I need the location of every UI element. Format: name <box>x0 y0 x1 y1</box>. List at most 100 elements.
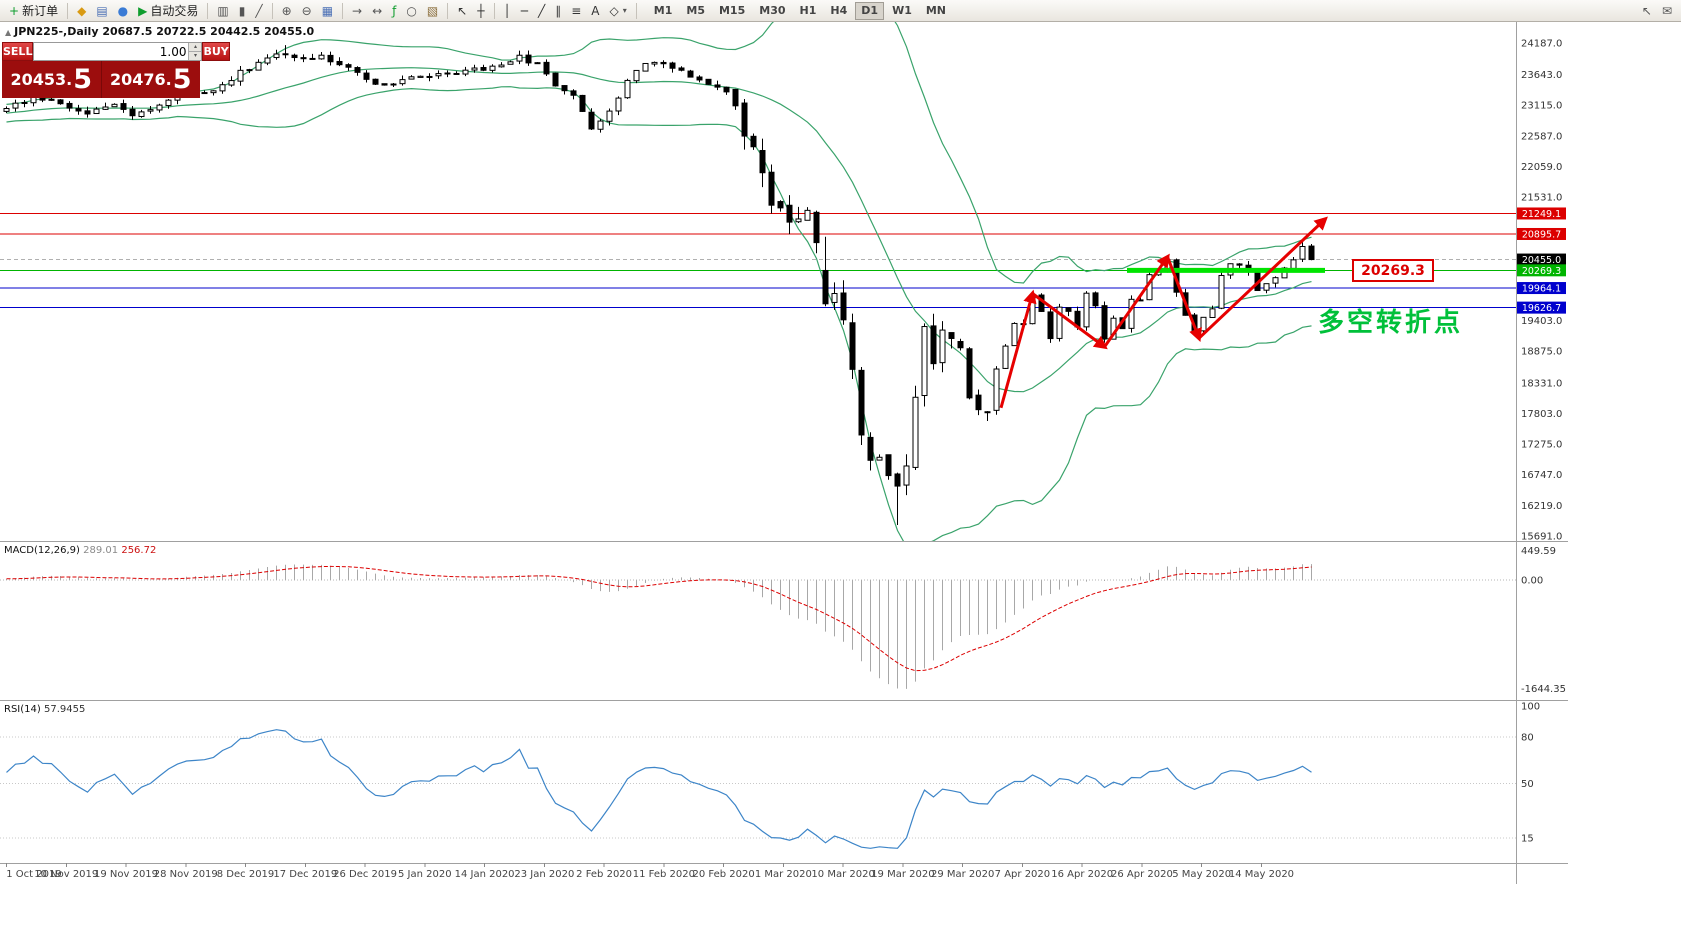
buy-button[interactable]: BUY <box>202 42 230 61</box>
channel-button-icon: ∥ <box>555 3 562 18</box>
price-level-label <box>1517 301 1566 314</box>
date-label: 1 Mar 2020 <box>755 869 812 880</box>
macd-name: MACD(12,26,9) <box>4 545 80 556</box>
date-label: 19 Mar 2020 <box>871 869 934 880</box>
price-tick-label: 23115.0 <box>1521 101 1562 112</box>
price-tick-label: 16219.0 <box>1521 501 1562 512</box>
zoom-out-button[interactable]: ⊖ <box>298 2 316 20</box>
price-level-label <box>1517 227 1566 240</box>
new-order-button-label: 新订单 <box>22 4 59 18</box>
price-tick-label: 17275.0 <box>1521 440 1562 451</box>
message-button[interactable]: ✉ <box>1658 2 1676 20</box>
auto-trading-button[interactable]: ▶ 自动交易 <box>134 2 202 20</box>
timeframe-m5-button[interactable]: M5 <box>680 2 711 20</box>
price-tick-label: 16747.0 <box>1521 470 1562 481</box>
tile-windows-button[interactable]: ▦ <box>318 2 337 20</box>
price-tick-label: 23643.0 <box>1521 70 1562 81</box>
date-label: 16 Apr 2020 <box>1051 869 1113 880</box>
bar-chart-button[interactable]: ▥ <box>213 2 232 20</box>
price-chart-canvas[interactable]: 24187.0 23643.0 23115.0 22587.0 22059.0 21531… <box>0 22 1681 947</box>
metaeditor-button[interactable]: ◆ <box>73 2 90 20</box>
timeframe-m15-button[interactable]: M15 <box>713 2 751 20</box>
price-level-label <box>1517 264 1566 277</box>
date-label: 14 Jan 2020 <box>455 869 515 880</box>
macd-tick-label: -1644.35 <box>1521 684 1566 695</box>
navigator-button[interactable]: ● <box>114 2 132 20</box>
tile-windows-button-icon: ▦ <box>321 3 334 18</box>
pointer-tool-button-icon: ↖ <box>1641 3 1652 18</box>
turning-point-annotation: 多空转折点 <box>1318 308 1464 338</box>
macd-indicator-label: MACD(12,26,9) 289.01 256.72 <box>4 545 156 556</box>
timeframe-w1-button[interactable]: W1 <box>886 2 918 20</box>
zoom-in-button[interactable]: ⊕ <box>278 2 296 20</box>
rsi-name: RSI(14) <box>4 704 41 715</box>
candlestick-chart-button[interactable]: ▮ <box>235 2 250 20</box>
sell-price-big-digit: 5 <box>73 64 93 95</box>
trend-arrow[interactable] <box>1103 253 1170 348</box>
timeframe-h4-button[interactable]: H4 <box>824 2 853 20</box>
bollinger-lower-band <box>6 86 1312 541</box>
market-watch-button[interactable]: ▤ <box>92 2 111 20</box>
macd-tick-label: 0.00 <box>1521 575 1543 586</box>
trend-arrow[interactable] <box>999 289 1037 409</box>
date-label: 8 Dec 2019 <box>217 869 275 880</box>
chart-shift-button[interactable]: ↔ <box>368 2 386 20</box>
timeframe-m30-button[interactable]: M30 <box>753 2 791 20</box>
trend-arrow[interactable] <box>1197 216 1328 340</box>
price-level-label-text: 21249.1 <box>1522 209 1561 220</box>
line-chart-button[interactable]: ╱ <box>251 2 266 20</box>
price-level-label <box>1517 207 1566 220</box>
volume-decrease-button[interactable]: ▾ <box>188 52 202 60</box>
metaeditor-button-icon: ◆ <box>77 3 87 18</box>
toolbar-separator <box>67 2 69 19</box>
horizontal-line-button[interactable]: ─ <box>517 2 532 20</box>
crosshair-button[interactable]: ┼ <box>473 2 488 20</box>
bollinger-middle-band <box>6 67 1312 393</box>
pointer-tool-button[interactable]: ↖ <box>1638 2 1656 20</box>
line-chart-button-icon: ╱ <box>255 3 263 18</box>
toolbar: + 新订单 ◆ ▤ ● ▶ 自动交易 ▥ ▮ ╱ ⊕ ⊖ ▦ → ↔ ƒ ○ ▧ ↖ ┼ │ ─ ╱ ∥ ≡ A ◇ ▾ M1 M5 M15… <box>0 0 1681 22</box>
rsi-panel <box>0 729 1516 849</box>
vertical-line-button[interactable]: │ <box>500 2 515 20</box>
auto-scroll-button-icon: → <box>352 3 363 18</box>
timeframe-m1-button[interactable]: M1 <box>648 2 679 20</box>
price-level-label-text: 20895.7 <box>1522 229 1561 240</box>
rsi-tick-label: 15 <box>1521 833 1534 844</box>
date-label: 26 Dec 2019 <box>333 869 397 880</box>
indicators-button[interactable]: ƒ <box>388 2 400 20</box>
text-label-button[interactable]: A <box>587 2 603 20</box>
main-price-plot[interactable] <box>0 22 1516 549</box>
price-level-label <box>1517 253 1566 266</box>
buy-price[interactable]: 20476. 5 <box>102 61 201 98</box>
timeframe-mn-button[interactable]: MN <box>920 2 952 20</box>
volume-input[interactable] <box>34 43 189 60</box>
date-label: 14 May 2020 <box>1229 869 1294 880</box>
trend-arrow[interactable] <box>1166 256 1202 342</box>
toolbar-right-group: ↖ ✉ <box>1637 2 1677 20</box>
timeframe-h1-button[interactable]: H1 <box>794 2 823 20</box>
channel-button[interactable]: ∥ <box>551 2 565 20</box>
arrows-dropdown-button[interactable]: ◇ ▾ <box>606 2 631 20</box>
periods-button[interactable]: ○ <box>402 2 420 20</box>
new-order-button[interactable]: + 新订单 <box>5 2 62 20</box>
price-level-label-text: 19964.1 <box>1522 284 1561 295</box>
macd-panel <box>0 564 1516 689</box>
sell-button[interactable]: SELL <box>2 42 34 61</box>
timeframe-d1-button[interactable]: D1 <box>855 1 885 20</box>
navigator-button-icon: ● <box>117 3 129 18</box>
bollinger-upper-band <box>6 22 1312 284</box>
toolbar-separator <box>493 2 495 19</box>
date-label: 2 Feb 2020 <box>576 869 632 880</box>
cursor-button[interactable]: ↖ <box>453 2 471 20</box>
templates-button[interactable]: ▧ <box>423 2 442 20</box>
chart-title-text: JPN225-,Daily 20687.5 20722.5 20442.5 20… <box>14 25 315 38</box>
chart-title: ▲ JPN225-,Daily 20687.5 20722.5 20442.5 2… <box>5 25 314 38</box>
trendline-button[interactable]: ╱ <box>534 2 549 20</box>
text-label-button-icon: A <box>591 3 600 18</box>
periods-button-icon: ○ <box>406 3 417 18</box>
auto-scroll-button[interactable]: → <box>348 2 366 20</box>
trend-arrow[interactable] <box>1031 292 1108 350</box>
sell-price[interactable]: 20453. 5 <box>2 61 102 98</box>
volume-increase-button[interactable]: ▴ <box>188 43 202 52</box>
fibonacci-button[interactable]: ≡ <box>567 2 585 20</box>
